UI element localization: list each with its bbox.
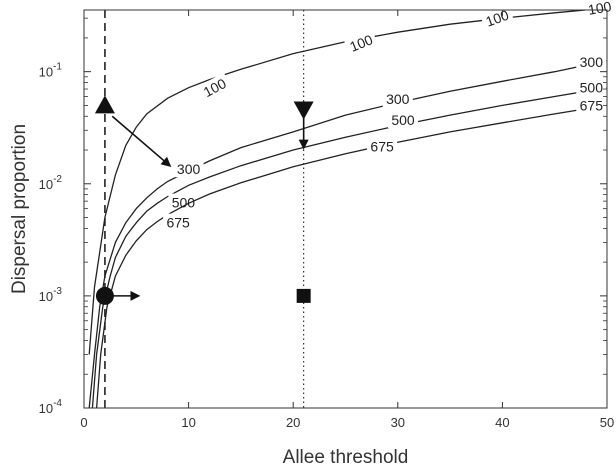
contour-label-bg	[173, 160, 204, 178]
marker-circle	[95, 286, 114, 305]
x-tick-label: 50	[600, 415, 614, 430]
contour-label-bg	[583, 0, 616, 19]
y-axis-title: Dispersal proportion	[9, 124, 30, 294]
contour-label-500: 500	[172, 195, 196, 211]
contour-label-300: 300	[386, 91, 410, 107]
series-line-675	[95, 104, 608, 409]
x-axis-title: Allee threshold	[283, 447, 409, 468]
series-line-100	[88, 7, 608, 355]
contour-label-bg	[343, 29, 379, 57]
y-tick-label: 10-1	[39, 62, 63, 80]
contour-label-675: 675	[580, 97, 604, 113]
x-tick-label: 20	[286, 415, 300, 430]
contour-label-100: 100	[483, 7, 511, 30]
contour-label-100: 100	[587, 0, 613, 18]
contour-label-bg	[576, 52, 607, 70]
plot-frame	[83, 9, 608, 409]
contour-label-300: 300	[580, 54, 604, 70]
y-tick-label: 10-2	[39, 174, 63, 192]
x-tick-label: 40	[495, 415, 509, 430]
series-line-500	[91, 87, 608, 409]
marker-triangle-down	[293, 101, 314, 120]
y-tick-label: 10-4	[39, 398, 63, 416]
contour-label-bg	[576, 78, 607, 96]
contour-label-bg	[479, 4, 515, 31]
contour-label-500: 500	[391, 112, 415, 128]
marker-square	[296, 288, 311, 303]
contour-label-bg	[163, 213, 194, 231]
contour-label-bg	[367, 137, 398, 155]
series-line-300	[88, 60, 608, 409]
contour-label-675: 675	[166, 215, 190, 231]
contour-label-300: 300	[177, 161, 201, 177]
contour-label-500: 500	[580, 80, 604, 96]
contour-label-bg	[168, 193, 199, 211]
axes: 0 10 20 30 40 50 10-4 10-3 10-2 10-1 Allee thresho…	[9, 9, 614, 468]
y-tick-label: 10-3	[39, 286, 63, 304]
x-tick-label: 30	[391, 415, 405, 430]
contour-label-bg	[382, 90, 413, 108]
contour-label-bg	[388, 111, 419, 129]
contour-label-bg	[576, 96, 607, 114]
x-tick-label: 0	[80, 415, 87, 430]
marker-triangle-up	[94, 95, 115, 114]
contour-label-bg	[197, 72, 232, 102]
arrow-0	[111, 115, 172, 167]
contour-label-675: 675	[370, 139, 394, 155]
x-tick-label: 10	[181, 415, 195, 430]
